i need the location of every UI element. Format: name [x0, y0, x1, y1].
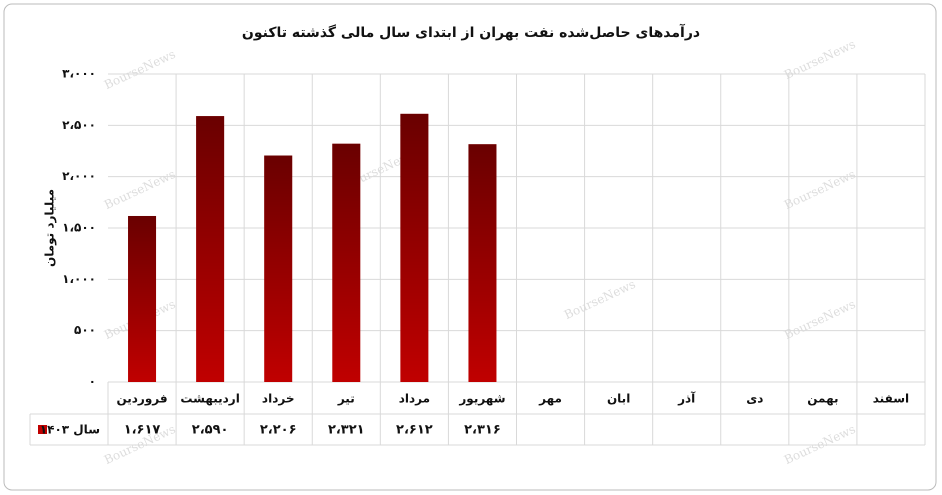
data-label: ۲،۲۰۶ — [260, 423, 297, 438]
y-tick-label: ۱،۰۰۰ — [62, 272, 96, 286]
x-tick-label: بهمن — [807, 392, 838, 406]
y-axis-label: میلیارد تومان — [43, 189, 58, 267]
x-tick-label: تیر — [337, 392, 355, 406]
data-label: ۲،۶۱۲ — [396, 423, 433, 438]
bar-shade — [400, 113, 429, 383]
y-tick-label: ۰ — [89, 375, 96, 389]
bar-shade — [196, 116, 225, 383]
data-label: ۲،۳۱۶ — [464, 423, 501, 438]
bar-shade — [128, 215, 157, 382]
x-tick-label: شهریور — [458, 392, 505, 407]
x-tick-label: دی — [746, 392, 763, 406]
x-tick-label: مرداد — [399, 392, 430, 406]
legend-label: سال ۱۴۰۳ — [40, 423, 100, 437]
y-tick-label: ۵۰۰ — [74, 323, 96, 337]
data-label: ۲،۵۹۰ — [192, 423, 229, 438]
y-tick-label: ۱،۵۰۰ — [62, 221, 96, 235]
y-tick-label: ۲،۵۰۰ — [62, 118, 96, 132]
data-label: ۱،۶۱۷ — [124, 423, 161, 438]
x-tick-label: خرداد — [262, 392, 295, 406]
x-tick-label: آذر — [677, 391, 696, 406]
y-tick-label: ۲،۰۰۰ — [62, 169, 96, 183]
x-tick-label: مهر — [538, 392, 562, 406]
x-tick-label: اردیبهشت — [180, 392, 239, 406]
x-tick-label: فروردین — [116, 392, 167, 407]
y-tick-label: ۳،۰۰۰ — [62, 67, 96, 81]
x-tick-label: اسفند — [873, 392, 909, 406]
data-label: ۲،۳۲۱ — [328, 423, 365, 438]
bar-shade — [332, 143, 361, 382]
bar-shade — [264, 155, 293, 382]
legend-swatch — [38, 425, 47, 434]
x-tick-label: ابان — [607, 392, 630, 406]
chart-title: درآمدهای حاصل‌شده نفت بهران از ابتدای سا… — [242, 23, 700, 41]
bar-shade — [468, 144, 497, 382]
